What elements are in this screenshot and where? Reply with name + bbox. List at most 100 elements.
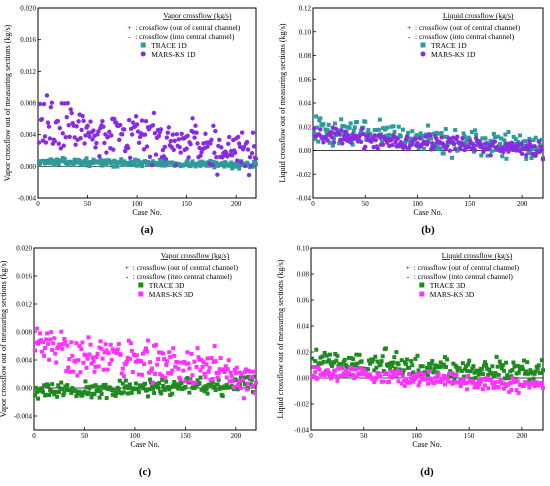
data-point xyxy=(68,387,73,392)
data-point xyxy=(223,364,228,369)
data-point xyxy=(414,372,419,377)
data-point xyxy=(163,387,168,392)
data-point xyxy=(423,134,429,139)
data-point xyxy=(523,371,528,376)
legend-entry-label: : crossflow (into central channel) xyxy=(135,32,235,41)
data-point xyxy=(485,375,490,380)
data-point xyxy=(426,381,431,386)
data-point xyxy=(132,162,137,167)
data-point xyxy=(235,134,241,140)
data-point xyxy=(77,344,82,349)
data-point xyxy=(252,383,257,388)
data-point xyxy=(391,124,396,129)
data-point xyxy=(345,365,350,370)
data-point xyxy=(390,375,395,380)
data-point xyxy=(461,131,466,136)
data-point xyxy=(368,131,373,136)
data-point xyxy=(227,134,232,140)
data-point xyxy=(158,389,163,394)
data-point xyxy=(435,142,440,147)
data-point xyxy=(511,134,516,139)
data-point xyxy=(395,136,400,141)
data-point xyxy=(198,375,203,380)
data-point xyxy=(77,389,82,394)
y-tick-label: 0.016 xyxy=(16,273,32,281)
data-point xyxy=(471,364,476,369)
data-point xyxy=(506,149,511,154)
data-point xyxy=(215,382,220,387)
data-point xyxy=(484,362,489,367)
data-point xyxy=(134,122,140,127)
data-point xyxy=(374,365,379,370)
data-point xyxy=(237,166,242,171)
data-point xyxy=(190,116,195,121)
data-point xyxy=(192,386,197,391)
legend-entry-label: : crossflow (into central channel) xyxy=(133,272,233,281)
data-point xyxy=(411,370,416,375)
data-point xyxy=(187,390,192,395)
data-point xyxy=(82,141,87,146)
data-point xyxy=(66,123,71,128)
legend-plus-marker: + xyxy=(127,23,131,32)
data-point xyxy=(380,142,386,147)
y-tick-label: -0.04 xyxy=(296,195,311,203)
data-point xyxy=(236,141,242,146)
data-point xyxy=(224,150,229,155)
data-point xyxy=(152,131,158,136)
data-point xyxy=(346,370,351,375)
data-point xyxy=(193,380,198,385)
data-point xyxy=(479,377,484,382)
data-point xyxy=(249,377,254,382)
data-point xyxy=(244,387,249,392)
data-point xyxy=(410,363,415,368)
data-point xyxy=(195,141,200,146)
data-point xyxy=(120,381,125,386)
data-point xyxy=(161,351,166,356)
data-point xyxy=(123,148,128,154)
data-point xyxy=(522,358,527,363)
data-point xyxy=(465,387,470,392)
data-point xyxy=(539,147,545,152)
data-point xyxy=(426,373,431,378)
data-point xyxy=(132,353,137,358)
x-tick-label: 150 xyxy=(465,200,476,208)
data-point xyxy=(522,143,527,148)
data-point xyxy=(52,138,58,144)
data-point xyxy=(454,372,459,377)
data-point xyxy=(154,342,159,347)
data-point xyxy=(460,136,465,141)
data-point xyxy=(502,138,507,143)
data-point xyxy=(157,158,162,163)
data-point xyxy=(359,370,364,375)
data-point xyxy=(251,164,256,169)
data-point xyxy=(141,361,146,366)
data-point xyxy=(153,371,158,376)
data-point xyxy=(396,379,401,384)
data-point xyxy=(51,341,56,346)
data-point xyxy=(112,388,117,393)
data-point xyxy=(96,129,101,134)
data-point xyxy=(318,116,323,121)
y-tick-label: 0.08 xyxy=(299,52,312,60)
data-point xyxy=(217,367,222,372)
data-point xyxy=(46,383,51,388)
data-point xyxy=(213,388,218,393)
data-point xyxy=(205,391,210,396)
data-point xyxy=(135,163,140,168)
data-point xyxy=(360,372,365,377)
data-point xyxy=(86,335,91,340)
data-point xyxy=(157,350,162,355)
data-point xyxy=(445,376,450,381)
data-point xyxy=(327,352,332,357)
data-point xyxy=(87,134,92,139)
data-point xyxy=(470,366,475,371)
data-point xyxy=(120,366,125,371)
y-tick-label: 0.06 xyxy=(297,297,310,305)
data-point xyxy=(333,351,338,356)
data-point xyxy=(503,381,508,386)
data-point xyxy=(465,368,470,373)
data-point xyxy=(395,368,400,373)
data-point xyxy=(207,365,212,370)
data-point xyxy=(130,120,136,125)
data-point xyxy=(93,383,98,388)
